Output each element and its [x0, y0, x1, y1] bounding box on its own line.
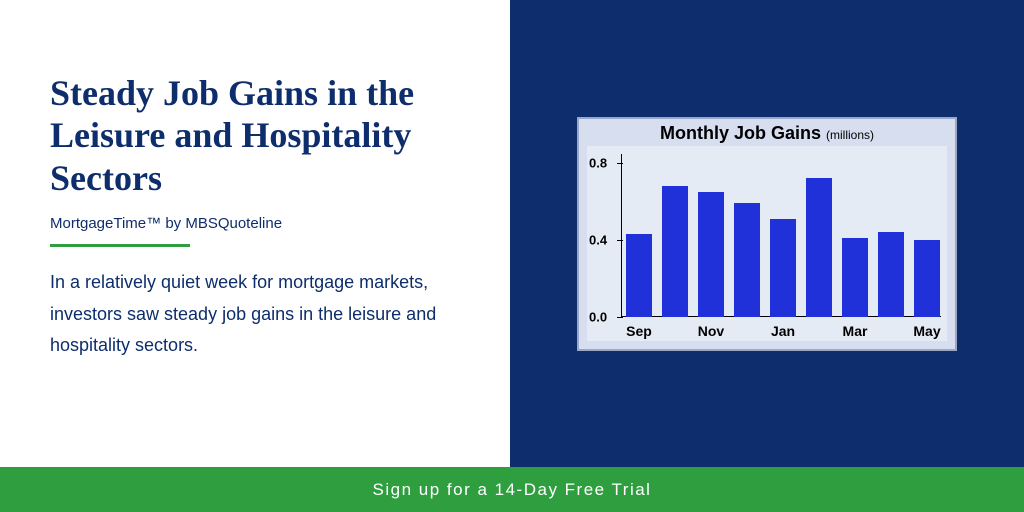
chart-bar [842, 238, 868, 317]
right-panel: Monthly Job Gains (millions) 0.0 0.4 0.8 Se… [510, 0, 1024, 467]
headline: Steady Job Gains in the Leisure and Hosp… [50, 72, 470, 199]
chart-area: 0.0 0.4 0.8 Sep Nov Jan Mar May [587, 146, 947, 341]
chart-bar [662, 186, 688, 316]
y-axis-label: 0.8 [589, 156, 607, 171]
main-container: Steady Job Gains in the Leisure and Hosp… [0, 0, 1024, 467]
left-panel: Steady Job Gains in the Leisure and Hosp… [0, 0, 510, 467]
y-axis-tick [617, 163, 623, 164]
y-axis-label: 0.0 [589, 309, 607, 324]
chart-bar [914, 240, 940, 317]
x-axis-label: Sep [626, 323, 652, 339]
chart-bar [734, 203, 760, 316]
chart-bar [626, 234, 652, 316]
divider [50, 244, 190, 247]
chart-bar [806, 178, 832, 316]
chart-bar [878, 232, 904, 316]
y-axis-tick [617, 317, 623, 318]
chart-box: Monthly Job Gains (millions) 0.0 0.4 0.8 Se… [577, 117, 957, 351]
y-axis-label: 0.4 [589, 232, 607, 247]
x-axis-label: Nov [698, 323, 724, 339]
cta-bar[interactable]: Sign up for a 14-Day Free Trial [0, 467, 1024, 512]
y-axis-tick [617, 240, 623, 241]
chart-plot [621, 154, 941, 317]
chart-bar [770, 219, 796, 317]
chart-title-sub: (millions) [826, 128, 874, 142]
chart-title: Monthly Job Gains (millions) [587, 123, 947, 144]
byline: MortgageTime™ by MBSQuoteline [50, 215, 470, 232]
chart-bar [698, 192, 724, 317]
chart-title-main: Monthly Job Gains [660, 123, 826, 143]
x-axis-label: May [913, 323, 940, 339]
x-axis-label: Mar [843, 323, 868, 339]
cta-text: Sign up for a 14-Day Free Trial [373, 480, 652, 500]
x-axis-label: Jan [771, 323, 795, 339]
body-text: In a relatively quiet week for mortgage … [50, 267, 470, 362]
